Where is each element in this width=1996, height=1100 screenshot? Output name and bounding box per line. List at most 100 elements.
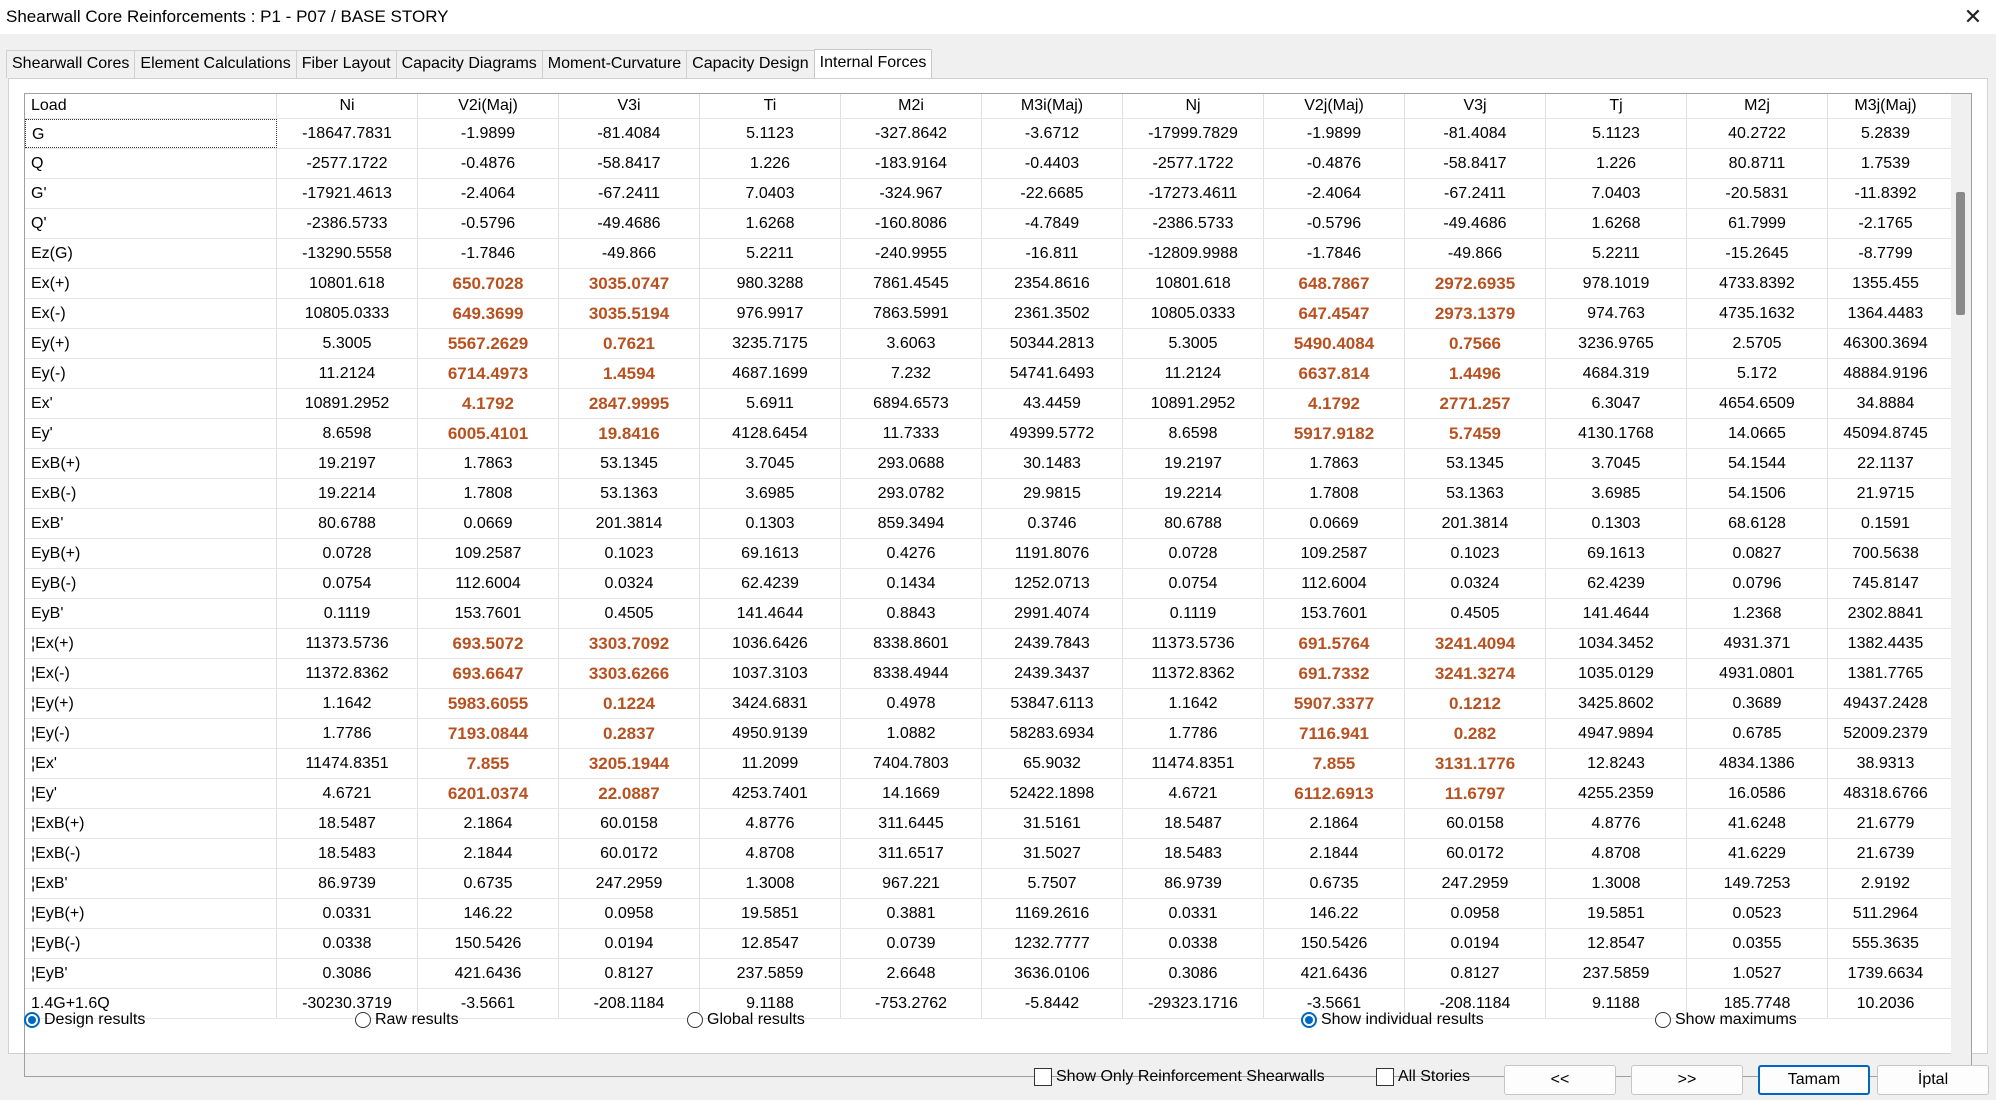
column-header[interactable]: Ni bbox=[277, 94, 418, 118]
table-row[interactable]: ¦EyB' 0.3086 421.6436 0.8127 237.5859 2.6648 3… bbox=[25, 959, 1951, 989]
table-row[interactable]: ¦EyB(-) 0.0338 150.5426 0.0194 12.8547 0.0739… bbox=[25, 929, 1951, 959]
force-value-cell: -22.6685 bbox=[982, 179, 1123, 208]
all-stories-checkbox[interactable]: All Stories bbox=[1376, 1068, 1470, 1086]
table-row[interactable]: ¦Ex' 11474.8351 7.855 3205.1944 11.2099 7404.… bbox=[25, 749, 1951, 779]
force-value-cell: 0.8843 bbox=[841, 599, 982, 628]
force-value-cell: 6.3047 bbox=[1546, 389, 1687, 418]
design-results-radio[interactable]: Design results bbox=[24, 1011, 145, 1029]
table-row[interactable]: Ex' 10891.2952 4.1792 2847.9995 5.6911 6894.6… bbox=[25, 389, 1951, 419]
force-value-cell: 4733.8392 bbox=[1687, 269, 1828, 298]
cancel-button[interactable]: İptal bbox=[1877, 1065, 1989, 1095]
table-row[interactable]: 1.4G+1.6Q -30230.3719 -3.5661 -208.1184 9.11… bbox=[25, 989, 1951, 1019]
force-value-cell: 2302.8841 bbox=[1847, 605, 1924, 622]
force-value-cell: 10891.2952 bbox=[277, 389, 418, 418]
force-value-cell: 0.282 bbox=[1405, 719, 1546, 748]
force-value-cell: 12.8547 bbox=[1546, 929, 1687, 958]
tab-capacity-design[interactable]: Capacity Design bbox=[686, 50, 815, 78]
force-value-cell: 1.6268 bbox=[1546, 209, 1687, 238]
tab-shearwall-cores[interactable]: Shearwall Cores bbox=[6, 50, 136, 78]
force-value-cell: -327.8642 bbox=[841, 119, 982, 148]
next-button[interactable]: >> bbox=[1631, 1065, 1743, 1095]
table-row[interactable]: Ey(-) 11.2124 6714.4973 1.4594 4687.1699 7.23… bbox=[25, 359, 1951, 389]
column-header[interactable]: Tj bbox=[1546, 94, 1687, 118]
force-value-cell: 19.5851 bbox=[700, 899, 841, 928]
global-results-radio[interactable]: Global results bbox=[687, 1011, 805, 1029]
force-value-cell: 0.1119 bbox=[277, 599, 418, 628]
force-value-cell: 293.0688 bbox=[841, 449, 982, 478]
tab-moment-curvature[interactable]: Moment-Curvature bbox=[541, 50, 688, 78]
table-row[interactable]: ¦Ey' 4.6721 6201.0374 22.0887 4253.7401 14.16… bbox=[25, 779, 1951, 809]
table-row[interactable]: Q' -2386.5733 -0.5796 -49.4686 1.6268 -160.80… bbox=[25, 209, 1951, 239]
table-row[interactable]: ¦Ex(+) 11373.5736 693.5072 3303.7092 1036.64… bbox=[25, 629, 1951, 659]
force-value-cell: -17999.7829 bbox=[1123, 119, 1264, 148]
force-value-cell: 4931.371 bbox=[1687, 629, 1828, 658]
table-row[interactable]: Ey(+) 5.3005 5567.2629 0.7621 3235.7175 3.606… bbox=[25, 329, 1951, 359]
table-row[interactable]: ¦ExB(+) 18.5487 2.1864 60.0158 4.8776 311.644… bbox=[25, 809, 1951, 839]
table-row[interactable]: ExB' 80.6788 0.0669 201.3814 0.1303 859.3494 0… bbox=[25, 509, 1951, 539]
force-value-cell: 86.9739 bbox=[277, 869, 418, 898]
radio-dot bbox=[24, 1012, 40, 1028]
table-row[interactable]: ¦ExB' 86.9739 0.6735 247.2959 1.3008 967.221 5… bbox=[25, 869, 1951, 899]
force-value-cell: 48884.9196 bbox=[1843, 365, 1928, 382]
column-header[interactable]: V3i bbox=[559, 94, 700, 118]
column-header[interactable]: M3j(Maj) bbox=[1854, 97, 1917, 114]
raw-results-radio[interactable]: Raw results bbox=[355, 1011, 459, 1029]
force-value-cell: 21.9715 bbox=[1856, 485, 1915, 502]
table-row[interactable]: ExB(-) 19.2214 1.7808 53.1363 3.6985 293.0782… bbox=[25, 479, 1951, 509]
force-value-cell: 1191.8076 bbox=[982, 539, 1123, 568]
tab-capacity-diagrams[interactable]: Capacity Diagrams bbox=[395, 50, 543, 78]
column-header[interactable]: Load bbox=[25, 94, 277, 118]
column-header[interactable]: Ti bbox=[700, 94, 841, 118]
prev-button[interactable]: << bbox=[1504, 1065, 1616, 1095]
table-row[interactable]: Ex(-) 10805.0333 649.3699 3035.5194 976.9917… bbox=[25, 299, 1951, 329]
checkbox-box bbox=[1034, 1068, 1052, 1086]
table-row[interactable]: G -18647.7831 -1.9899 -81.4084 5.1123 -327.86… bbox=[25, 119, 1951, 149]
column-header[interactable]: M2j bbox=[1687, 94, 1828, 118]
force-value-cell: 1355.455 bbox=[1852, 275, 1919, 292]
table-row[interactable]: ¦ExB(-) 18.5483 2.1844 60.0172 4.8708 311.651… bbox=[25, 839, 1951, 869]
column-header[interactable]: Nj bbox=[1123, 94, 1264, 118]
tab-fiber-layout[interactable]: Fiber Layout bbox=[295, 50, 397, 78]
table-row[interactable]: ¦Ex(-) 11372.8362 693.6647 3303.6266 1037.31… bbox=[25, 659, 1951, 689]
force-value-cell: 31.5161 bbox=[982, 809, 1123, 838]
table-row[interactable]: ExB(+) 19.2197 1.7863 53.1345 3.7045 293.0688… bbox=[25, 449, 1951, 479]
force-value-cell: 49437.2428 bbox=[1843, 695, 1928, 712]
force-value-cell: 11.2099 bbox=[700, 749, 841, 778]
table-row[interactable]: Ey' 8.6598 6005.4101 19.8416 4128.6454 11.733… bbox=[25, 419, 1951, 449]
table-row[interactable]: Ez(G) -13290.5558 -1.7846 -49.866 5.2211 -240… bbox=[25, 239, 1951, 269]
table-row[interactable]: EyB' 0.1119 153.7601 0.4505 141.4644 0.8843 29… bbox=[25, 599, 1951, 629]
table-row[interactable]: ¦Ey(-) 1.7786 7193.0844 0.2837 4950.9139 1.08… bbox=[25, 719, 1951, 749]
scrollbar-thumb[interactable] bbox=[1956, 192, 1965, 315]
column-header[interactable]: M2i bbox=[841, 94, 982, 118]
table-row[interactable]: ¦Ey(+) 1.1642 5983.6055 0.1224 3424.6831 0.49… bbox=[25, 689, 1951, 719]
show-only-reinforcement-checkbox[interactable]: Show Only Reinforcement Shearwalls bbox=[1034, 1068, 1325, 1086]
table-row[interactable]: Ex(+) 10801.618 650.7028 3035.0747 980.3288 7… bbox=[25, 269, 1951, 299]
load-case-cell: EyB(+) bbox=[25, 539, 277, 568]
ok-button[interactable]: Tamam bbox=[1758, 1065, 1870, 1095]
column-header[interactable]: V3j bbox=[1405, 94, 1546, 118]
table-row[interactable]: Q -2577.1722 -0.4876 -58.8417 1.226 -183.9164… bbox=[25, 149, 1951, 179]
force-value-cell: 18.5483 bbox=[1123, 839, 1264, 868]
vertical-scrollbar[interactable] bbox=[1951, 94, 1971, 1074]
table-row[interactable]: EyB(+) 0.0728 109.2587 0.1023 69.1613 0.4276 1… bbox=[25, 539, 1951, 569]
column-header[interactable]: V2j(Maj) bbox=[1264, 94, 1405, 118]
table-row[interactable]: ¦EyB(+) 0.0331 146.22 0.0958 19.5851 0.3881 11… bbox=[25, 899, 1951, 929]
show-individual-radio[interactable]: Show individual results bbox=[1301, 1011, 1484, 1029]
table-row[interactable]: G' -17921.4613 -2.4064 -67.2411 7.0403 -324.9… bbox=[25, 179, 1951, 209]
column-header[interactable]: M3i(Maj) bbox=[982, 94, 1123, 118]
force-value-cell: 0.1224 bbox=[559, 689, 700, 718]
force-value-cell: 7863.5991 bbox=[841, 299, 982, 328]
force-value-cell: 0.0739 bbox=[841, 929, 982, 958]
load-case-cell: Ex(+) bbox=[25, 269, 277, 298]
tab-internal-forces[interactable]: Internal Forces bbox=[813, 49, 933, 79]
close-icon[interactable]: ✕ bbox=[1963, 4, 1983, 29]
tab-element-calculations[interactable]: Element Calculations bbox=[134, 50, 297, 78]
show-maximums-radio[interactable]: Show maximums bbox=[1655, 1011, 1797, 1029]
force-value-cell: 4684.319 bbox=[1546, 359, 1687, 388]
force-value-cell: 22.1137 bbox=[1857, 455, 1914, 472]
table-row[interactable]: EyB(-) 0.0754 112.6004 0.0324 62.4239 0.1434 1… bbox=[25, 569, 1951, 599]
force-value-cell: 8338.8601 bbox=[841, 629, 982, 658]
force-value-cell: 10805.0333 bbox=[277, 299, 418, 328]
forces-grid[interactable]: Load Ni V2i(Maj) V3i Ti M2i M3i(Maj) Nj V2j(Maj)… bbox=[24, 93, 1972, 1077]
column-header[interactable]: V2i(Maj) bbox=[418, 94, 559, 118]
